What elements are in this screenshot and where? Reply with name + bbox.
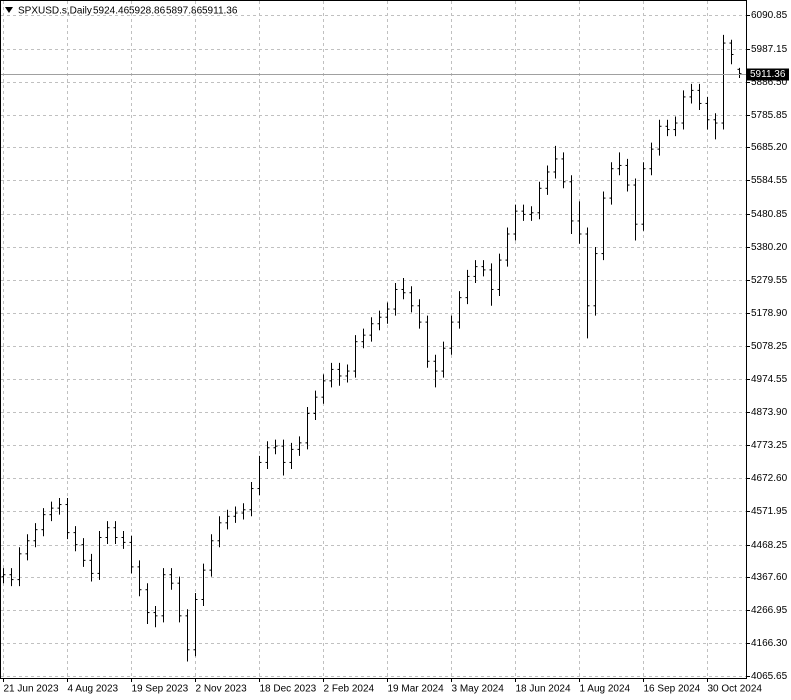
x-tick-label: 2 Feb 2024 — [324, 684, 375, 695]
x-tick-label: 1 Aug 2024 — [580, 684, 631, 695]
x-tick-label: 18 Jun 2024 — [516, 684, 571, 695]
x-tick-label: 19 Mar 2024 — [388, 684, 445, 695]
y-tick-label: 6090.85 — [751, 10, 788, 21]
y-tick-label: 4468.25 — [751, 540, 788, 551]
y-tick-label: 4873.90 — [751, 407, 788, 418]
y-tick-label: 4266.95 — [751, 605, 788, 616]
last-price-box — [747, 68, 789, 81]
label-layer: 6090.85 5987.15 5886.50 5785.85 5685.20 5584.… — [4, 10, 789, 695]
y-tick-label: 5987.15 — [751, 44, 788, 55]
y-tick-label: 4571.95 — [751, 506, 788, 517]
header-open: 5924.46 — [93, 6, 130, 17]
x-tick-label: 3 May 2024 — [452, 684, 505, 695]
y-tick-label: 4166.30 — [751, 638, 788, 649]
bar-layer — [1, 34, 746, 662]
y-tick-label: 5178.90 — [751, 308, 788, 319]
y-tick-label: 5785.85 — [751, 110, 788, 121]
x-tick-label: 30 Oct 2024 — [708, 684, 763, 695]
y-tick-label: 5480.85 — [751, 209, 788, 220]
y-tick-label: 5886.50 — [751, 77, 788, 88]
y-tick-label: 4773.25 — [751, 440, 788, 451]
symbol-title: SPXUSD.s,Daily — [18, 6, 92, 17]
y-tick-label: 5380.20 — [751, 242, 788, 253]
menu-triangle[interactable] — [5, 7, 13, 13]
plot-frame — [0, 0, 747, 679]
header-high: 5928.86 — [129, 6, 166, 17]
header-close: 5911.36 — [202, 6, 238, 17]
grid-layer — [1, 1, 750, 682]
y-tick-label: 5078.25 — [751, 341, 788, 352]
x-tick-label: 19 Sep 2023 — [132, 684, 189, 695]
x-tick-label: 16 Sep 2024 — [644, 684, 701, 695]
header-low: 5897.86 — [166, 6, 203, 17]
y-tick-label: 4065.65 — [751, 671, 788, 682]
x-tick-label: 2 Nov 2023 — [196, 684, 248, 695]
y-tick-label: 5685.20 — [751, 142, 788, 153]
y-tick-label: 5584.55 — [751, 175, 788, 186]
y-tick-label: 4672.60 — [751, 473, 788, 484]
x-tick-label: 18 Dec 2023 — [260, 684, 317, 695]
x-tick-label: 21 Jun 2023 — [4, 684, 59, 695]
y-tick-label: 4974.55 — [751, 374, 788, 385]
last-price-label: 5911.36 — [750, 69, 786, 80]
y-tick-label: 5279.55 — [751, 275, 788, 286]
y-tick-label: 4367.60 — [751, 572, 788, 583]
x-tick-label: 4 Aug 2023 — [68, 684, 119, 695]
